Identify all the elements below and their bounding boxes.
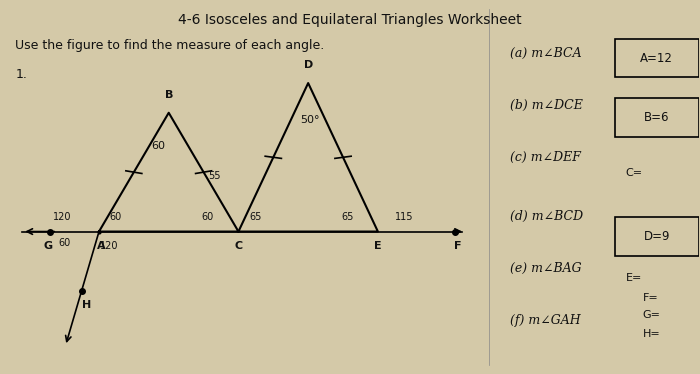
Text: 60: 60 (109, 212, 122, 222)
Text: G: G (43, 241, 52, 251)
Text: B=6: B=6 (644, 111, 669, 124)
FancyBboxPatch shape (615, 39, 699, 77)
FancyBboxPatch shape (615, 217, 699, 256)
Text: 65: 65 (249, 212, 261, 222)
Text: (a) m∠BCA: (a) m∠BCA (510, 47, 582, 60)
Text: D: D (304, 60, 313, 70)
Text: 60: 60 (58, 238, 70, 248)
Text: F: F (454, 241, 462, 251)
Text: E=: E= (625, 273, 642, 283)
Text: 65: 65 (341, 212, 354, 222)
Text: 4-6 Isosceles and Equilateral Triangles Worksheet: 4-6 Isosceles and Equilateral Triangles … (178, 12, 522, 27)
Text: (f) m∠GAH: (f) m∠GAH (510, 314, 581, 327)
Text: F=: F= (643, 293, 659, 303)
FancyBboxPatch shape (615, 98, 699, 137)
Text: (e) m∠BAG: (e) m∠BAG (510, 262, 582, 275)
Text: (c) m∠DEF: (c) m∠DEF (510, 151, 581, 164)
Text: 120: 120 (52, 212, 71, 222)
Text: D=9: D=9 (643, 230, 670, 243)
Text: 60: 60 (151, 141, 165, 151)
Text: (d) m∠BCD: (d) m∠BCD (510, 210, 584, 223)
Text: (b) m∠DCE: (b) m∠DCE (510, 99, 583, 112)
Text: A: A (97, 241, 106, 251)
Text: E: E (374, 241, 382, 251)
Text: 120: 120 (100, 241, 119, 251)
Text: 55: 55 (208, 171, 220, 181)
Text: C: C (234, 241, 242, 251)
Text: 60: 60 (202, 212, 214, 222)
Text: H: H (82, 300, 91, 310)
Text: A=12: A=12 (640, 52, 673, 65)
Text: B: B (164, 90, 173, 100)
Text: G=: G= (643, 310, 661, 320)
Text: Use the figure to find the measure of each angle.: Use the figure to find the measure of ea… (15, 39, 325, 52)
Text: 1.: 1. (15, 68, 27, 81)
Text: 115: 115 (395, 212, 414, 222)
Text: H=: H= (643, 329, 661, 338)
Text: C=: C= (625, 168, 643, 178)
Text: 50°: 50° (300, 115, 319, 125)
